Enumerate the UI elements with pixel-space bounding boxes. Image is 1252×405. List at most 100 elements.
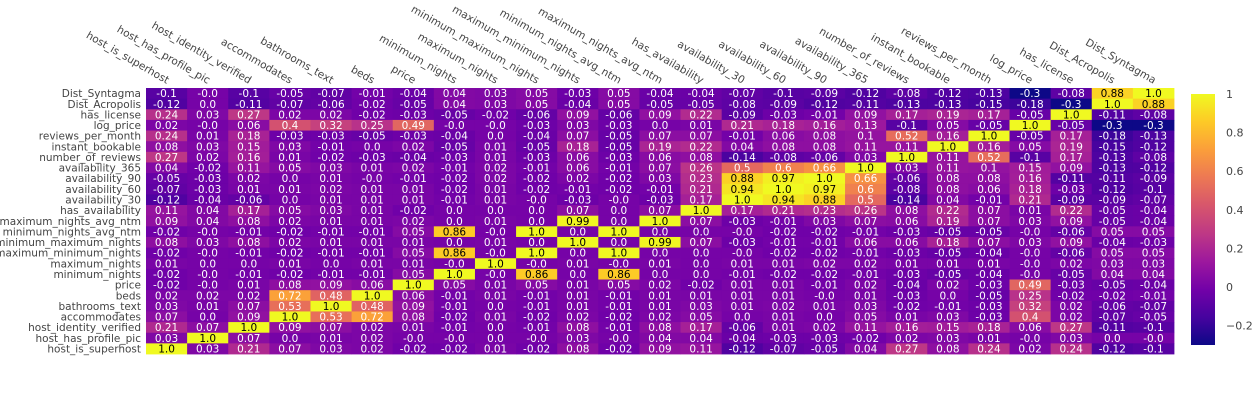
heatmap-cell (474, 194, 517, 206)
heatmap-cell (433, 332, 476, 344)
heatmap-cell-label: 0.03 (689, 301, 712, 313)
heatmap-cell-label: 0.0 (282, 333, 299, 345)
heatmap-cell (557, 322, 599, 334)
heatmap-cell (557, 247, 599, 259)
heatmap-cell (845, 343, 887, 355)
heatmap-cell (187, 205, 229, 217)
heatmap-cell-label: 0.11 (689, 343, 712, 355)
heatmap-cell-label: -0.09 (1099, 195, 1126, 207)
heatmap-cell-label: 0.05 (1142, 226, 1165, 238)
heatmap-cell-label: 0.04 (443, 88, 467, 100)
heatmap-cell (269, 300, 311, 312)
heatmap-cell-label: -0.12 (153, 99, 180, 111)
heatmap-cell (351, 173, 394, 185)
heatmap-cell-label: 1.0 (446, 269, 463, 281)
heatmap-cell (1009, 173, 1052, 185)
heatmap-cell-label: 0.53 (278, 301, 301, 313)
heatmap-cell-label: -0.01 (441, 290, 468, 302)
heatmap-cell-label: -0.01 (359, 226, 386, 238)
heatmap-cell (392, 88, 435, 100)
heatmap-cell (762, 162, 805, 174)
heatmap-cell (433, 311, 476, 323)
heatmap-cell-label: 0.94 (772, 195, 796, 207)
heatmap-cell-label: -0.01 (235, 226, 262, 238)
heatmap-cell-label: 1.0 (240, 322, 257, 334)
heatmap-cell (680, 130, 723, 142)
heatmap-cell-label: -0.03 (359, 152, 386, 164)
heatmap-cell (721, 343, 764, 355)
x-axis-label: has_availability (630, 36, 706, 87)
heatmap-cell-label: 0.09 (1060, 163, 1083, 175)
y-axis-label: reviews_per_month (39, 131, 141, 143)
heatmap-cell-label: 0.04 (648, 333, 672, 345)
heatmap-cell (1091, 332, 1134, 344)
heatmap-cell-label: -0.12 (1099, 343, 1126, 355)
heatmap-cell-label: 0.86 (443, 248, 467, 260)
heatmap-cell-label: 0.05 (1101, 226, 1124, 238)
heatmap-cell (968, 162, 1010, 174)
heatmap-cell (968, 332, 1010, 344)
heatmap-cell-label: 0.05 (402, 226, 425, 238)
heatmap-cell (721, 279, 764, 291)
heatmap-cell (474, 343, 517, 355)
heatmap-cell (762, 119, 805, 131)
heatmap-cell-label: -0.08 (729, 99, 756, 111)
heatmap-cell (269, 194, 311, 206)
heatmap-cell (146, 205, 188, 217)
heatmap-cell-label: -0.1 (1143, 184, 1164, 196)
heatmap-cell-label: 0.0 (569, 226, 586, 238)
heatmap-cell-label: 0.04 (155, 163, 179, 175)
heatmap-cell-label: 0.03 (1142, 258, 1165, 270)
heatmap-cell-label: 0.17 (1060, 131, 1083, 143)
heatmap-cell (1132, 258, 1175, 270)
heatmap-cell-label: -0.0 (197, 269, 218, 281)
heatmap-cell (803, 130, 846, 142)
heatmap-cell (310, 119, 352, 131)
heatmap-cell (392, 151, 435, 163)
heatmap-cell (228, 279, 270, 291)
heatmap-cell-label: -0.02 (811, 248, 838, 260)
heatmap-cell-label: -0.02 (523, 173, 550, 185)
heatmap-cell (351, 183, 394, 195)
heatmap-cell (762, 130, 805, 142)
heatmap-cell (639, 151, 681, 163)
heatmap-cell-label: 0.0 (693, 269, 710, 281)
heatmap-cell-label: 0.01 (360, 205, 383, 217)
heatmap-cell (1050, 279, 1093, 291)
heatmap-cell-label: -0.01 (852, 269, 879, 281)
heatmap-cell-label: -0.09 (811, 88, 838, 100)
heatmap-cell (721, 300, 764, 312)
heatmap-cell-label: -0.09 (770, 99, 797, 111)
heatmap-cell-label: -0.0 (732, 248, 753, 260)
heatmap-cell (228, 311, 270, 323)
heatmap-cell-label: 0.08 (689, 152, 712, 164)
heatmap-cell (886, 119, 928, 131)
heatmap-cell-label: -0.0 (444, 333, 465, 345)
heatmap-cell-label: 0.0 (569, 269, 586, 281)
heatmap-cell (680, 141, 723, 153)
heatmap-cell (516, 300, 558, 312)
heatmap-cell-label: 0.0 (939, 290, 956, 302)
heatmap-cell-label: -0.02 (153, 226, 180, 238)
heatmap-cell-label: 0.94 (731, 184, 755, 196)
heatmap-cell-label: 0.01 (648, 258, 671, 270)
heatmap-cell-label: 0.01 (484, 312, 507, 324)
heatmap-cell (351, 226, 394, 238)
colorbar-tick-label: 0 (1226, 281, 1233, 294)
heatmap-cell (187, 162, 229, 174)
heatmap-cell (1132, 215, 1175, 227)
heatmap-cell (886, 236, 928, 248)
heatmap-cell (1009, 183, 1052, 195)
heatmap-cell (1091, 130, 1134, 142)
heatmap-cell (968, 183, 1010, 195)
heatmap-cell-label: 0.13 (854, 120, 877, 132)
heatmap-cell-label: 0.86 (525, 269, 549, 281)
heatmap-cell (474, 290, 517, 302)
heatmap-cell-label: 0.72 (360, 312, 383, 324)
heatmap-cell-label: -0.1 (1143, 322, 1164, 334)
heatmap-cell-label: -0.01 (811, 280, 838, 292)
heatmap-cell-label: 0.11 (895, 141, 918, 153)
heatmap-cell-label: 0.07 (319, 322, 342, 334)
heatmap-cell-label: 0.06 (566, 163, 590, 175)
heatmap-cell-label: -0.03 (441, 152, 468, 164)
